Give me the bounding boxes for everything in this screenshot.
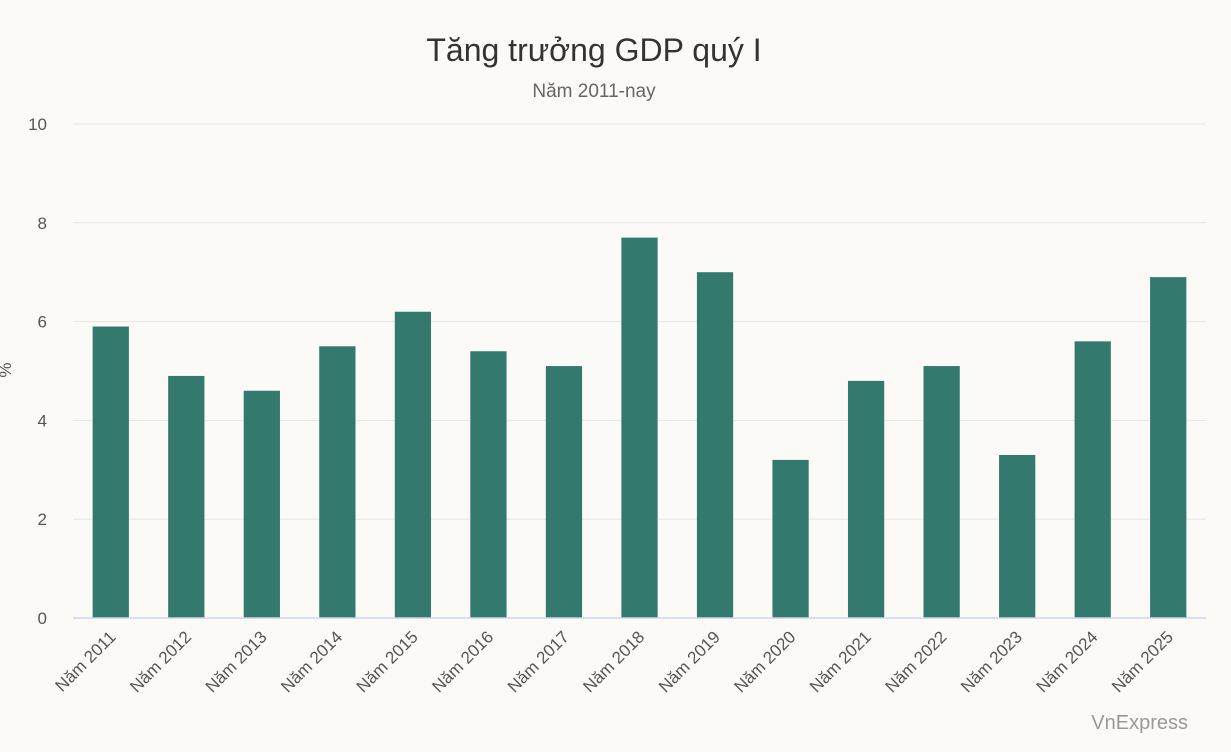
x-tick-label: Năm 2011 <box>52 627 120 695</box>
bar[interactable] <box>847 380 885 618</box>
bar[interactable] <box>1150 277 1187 618</box>
y-tick-label: 6 <box>38 313 47 332</box>
y-axis-label: % <box>0 362 15 377</box>
bar[interactable] <box>470 351 507 618</box>
bar[interactable] <box>92 326 129 618</box>
x-tick-label: Năm 2015 <box>353 627 422 696</box>
bar[interactable] <box>621 237 658 618</box>
y-tick-labels: 0 2 4 6 8 10 <box>28 115 47 628</box>
x-tick-label: Năm 2020 <box>730 627 799 696</box>
bar[interactable] <box>168 375 205 618</box>
y-tick-label: 0 <box>38 609 47 628</box>
y-tick-label: 2 <box>38 510 47 529</box>
x-tick-label: Năm 2021 <box>806 627 875 696</box>
y-tick-label: 4 <box>38 411 47 430</box>
bar[interactable] <box>1074 341 1111 618</box>
x-tick-label: Năm 2013 <box>202 627 271 696</box>
credit-label: VnExpress <box>1091 712 1188 734</box>
chart-subtitle: Năm 2011-nay <box>532 81 656 102</box>
y-tick-label: 10 <box>28 115 47 134</box>
x-tick-label: Năm 2014 <box>277 627 346 696</box>
x-tick-label: Năm 2024 <box>1033 627 1102 696</box>
x-tick-label: Năm 2022 <box>882 627 951 696</box>
x-tick-label: Năm 2018 <box>579 627 648 696</box>
x-tick-label: Năm 2017 <box>504 627 573 696</box>
x-tick-labels: Năm 2011 Năm 2012 Năm 2013 Năm 2014 Năm 2015… <box>52 627 1177 696</box>
bars <box>92 237 1187 618</box>
x-tick-label: Năm 2023 <box>957 627 1026 696</box>
x-tick-label: Năm 2025 <box>1108 627 1177 696</box>
bar[interactable] <box>394 311 432 618</box>
y-tick-label: 8 <box>38 214 47 233</box>
chart-title: Tăng trưởng GDP quý I <box>426 32 761 68</box>
x-tick-label: Năm 2019 <box>655 627 724 696</box>
bar[interactable] <box>999 454 1036 618</box>
bar[interactable] <box>243 390 280 618</box>
bar[interactable] <box>772 459 809 618</box>
x-tick-label: Năm 2016 <box>428 627 497 696</box>
bar[interactable] <box>319 346 356 618</box>
bar[interactable] <box>696 272 734 618</box>
bar[interactable] <box>545 366 583 618</box>
x-tick-label: Năm 2012 <box>126 627 195 696</box>
bar[interactable] <box>923 366 960 618</box>
